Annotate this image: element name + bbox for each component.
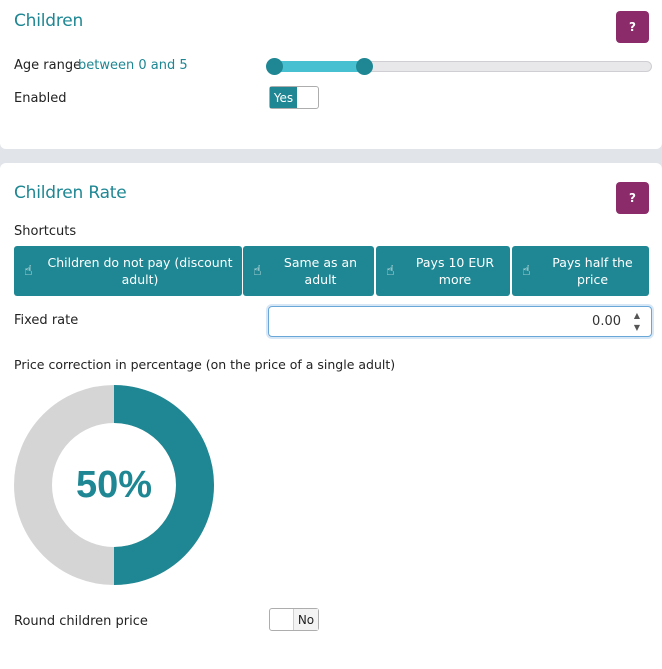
shortcut-pays-10-more-button[interactable]: ☝ Pays 10 EUR more <box>376 246 510 296</box>
price-correction-label: Price correction in percentage (on the p… <box>14 357 396 372</box>
children-title: Children <box>14 11 84 31</box>
children-rate-help-button[interactable]: ? <box>616 182 649 214</box>
children-card: Children ? Age range between 0 and 5 Ena… <box>0 0 662 149</box>
age-range-min-handle[interactable] <box>266 58 283 75</box>
children-help-button[interactable]: ? <box>616 11 649 43</box>
fixed-rate-spinner[interactable]: ▲ ▼ <box>631 312 643 332</box>
spinner-down-icon[interactable]: ▼ <box>633 323 641 332</box>
round-children-price-toggle[interactable]: No <box>269 608 319 631</box>
spinner-up-icon[interactable]: ▲ <box>633 311 641 320</box>
enabled-label: Enabled <box>14 91 67 106</box>
round-children-price-label: Round children price <box>14 614 148 629</box>
price-correction-donut[interactable] <box>14 385 214 585</box>
children-rate-title: Children Rate <box>14 183 127 203</box>
fixed-rate-value: 0.00 <box>592 314 621 329</box>
shortcuts-label: Shortcuts <box>14 224 77 239</box>
enabled-toggle-yes: Yes <box>270 87 297 108</box>
enabled-toggle[interactable]: Yes <box>269 86 319 109</box>
pointing-hand-icon: ☝ <box>386 262 395 279</box>
pointing-hand-icon: ☝ <box>253 262 262 279</box>
round-toggle-no: No <box>293 609 318 630</box>
age-range-label: Age range <box>14 58 82 73</box>
shortcut-same-as-adult-button[interactable]: ☝ Same as an adult <box>243 246 374 296</box>
fixed-rate-input[interactable]: 0.00 ▲ ▼ <box>268 306 652 337</box>
pointing-hand-icon: ☝ <box>522 262 531 279</box>
shortcut-pays-half-button[interactable]: ☝ Pays half the price <box>512 246 649 296</box>
price-correction-value: 50% <box>75 463 153 506</box>
age-range-max-handle[interactable] <box>356 58 373 75</box>
shortcut-children-do-not-pay-button[interactable]: ☝ Children do not pay (discount adult) <box>14 246 242 296</box>
donut-value-arc <box>113 385 214 585</box>
pointing-hand-icon: ☝ <box>24 262 33 279</box>
fixed-rate-label: Fixed rate <box>14 313 79 328</box>
age-range-slider-fill <box>274 61 365 72</box>
age-range-value: between 0 and 5 <box>78 58 188 73</box>
